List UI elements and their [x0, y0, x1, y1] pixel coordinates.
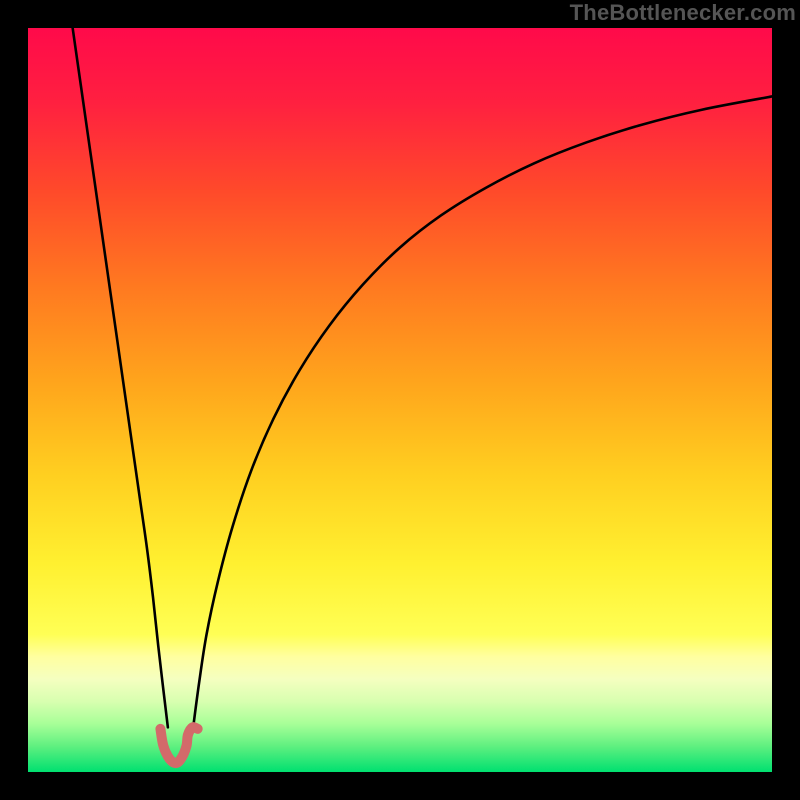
bottleneck-curve-left [73, 28, 168, 727]
plot-svg [28, 28, 772, 772]
plot-frame [28, 28, 772, 772]
bottleneck-curve-right [193, 96, 772, 727]
watermark-text: TheBottlenecker.com [570, 0, 796, 26]
optimal-region-marker [160, 727, 197, 763]
